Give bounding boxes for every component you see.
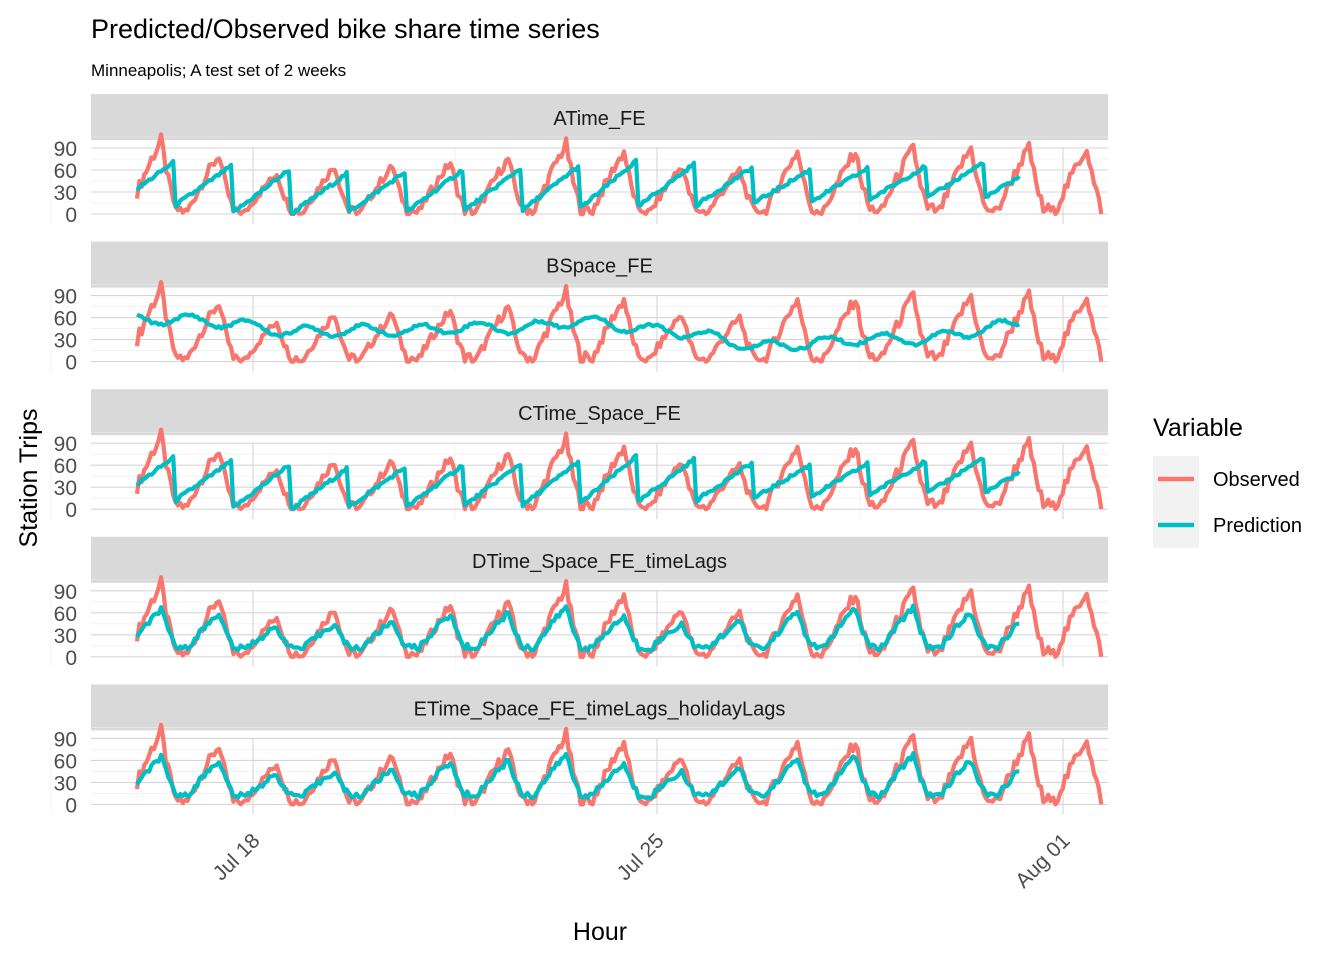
series-prediction-line bbox=[135, 312, 1021, 352]
legend-title: Variable bbox=[1153, 414, 1243, 442]
facet-strip-etime-space-fe-timelags-holidaylags bbox=[91, 684, 1108, 731]
x-axis-title: Hour bbox=[573, 918, 627, 946]
y-tick-label: 0 bbox=[65, 352, 77, 375]
y-tick-label: 0 bbox=[65, 204, 77, 227]
y-tick-label: 30 bbox=[54, 330, 77, 353]
series-prediction-line bbox=[135, 603, 1020, 653]
series-prediction-line bbox=[135, 453, 1021, 511]
series-observed-line bbox=[134, 575, 1104, 659]
series-prediction-line bbox=[135, 157, 1021, 216]
y-tick-label: 60 bbox=[54, 308, 77, 331]
y-tick-label: 30 bbox=[54, 477, 77, 500]
facet-strip-label: DTime_Space_FE_timeLags bbox=[472, 551, 727, 573]
facet-strip-bspace-fe bbox=[91, 241, 1108, 288]
y-tick-label: 60 bbox=[54, 750, 77, 773]
facet-strip-ctime-space-fe bbox=[91, 389, 1108, 436]
facet-strip-atime-fe bbox=[91, 94, 1108, 140]
y-tick-label: 90 bbox=[54, 286, 77, 309]
series-prediction-line bbox=[135, 751, 1020, 801]
facet-strip-label: CTime_Space_FE bbox=[518, 403, 681, 425]
y-tick-label: 60 bbox=[54, 455, 77, 478]
y-tick-label: 0 bbox=[65, 794, 77, 817]
facet-panel-etime-space-fe-timelags-holidaylags: ETime_Space_FE_timeLags_holidayLags 03060… bbox=[50, 684, 1108, 817]
y-tick-label: 30 bbox=[54, 625, 77, 648]
facet-panels: ATime_FE0306090BSpace_FE0306090CTime_Spa… bbox=[50, 94, 1108, 817]
y-tick-label: 60 bbox=[54, 160, 77, 183]
y-tick-label: 60 bbox=[54, 603, 77, 626]
legend-label-prediction: Prediction bbox=[1213, 515, 1302, 537]
y-tick-label: 90 bbox=[54, 728, 77, 751]
series-observed-line bbox=[134, 722, 1104, 807]
y-tick-label: 30 bbox=[54, 772, 77, 795]
y-tick-label: 0 bbox=[65, 647, 77, 670]
legend-label-observed: Observed bbox=[1213, 469, 1300, 491]
chart-subtitle: Minneapolis; A test set of 2 weeks bbox=[91, 61, 346, 80]
y-tick-label: 0 bbox=[65, 499, 77, 522]
y-tick-label: 90 bbox=[54, 433, 77, 456]
facet-strip-label: ATime_FE bbox=[553, 108, 645, 130]
y-tick-label: 90 bbox=[54, 138, 77, 161]
facet-strip-label: BSpace_FE bbox=[546, 256, 653, 278]
legend: Variable Observed Prediction bbox=[1153, 414, 1302, 548]
y-tick-label: 90 bbox=[54, 581, 77, 604]
x-axis-ticks: Jul 18 Jul 25 Aug 01 bbox=[209, 829, 1075, 892]
y-tick-label: 30 bbox=[54, 182, 77, 205]
facet-strip-label: ETime_Space_FE_timeLags_holidayLags bbox=[414, 698, 786, 720]
x-tick-label: Jul 18 bbox=[209, 829, 265, 885]
chart-title: Predicted/Observed bike share time serie… bbox=[91, 14, 600, 44]
x-tick-label: Aug 01 bbox=[1011, 829, 1074, 892]
y-axis-title: Station Trips bbox=[15, 409, 43, 548]
facet-strip-dtime-space-fe-timelags bbox=[91, 536, 1108, 583]
series-observed-line bbox=[134, 279, 1104, 364]
x-tick-label: Jul 25 bbox=[613, 829, 669, 885]
